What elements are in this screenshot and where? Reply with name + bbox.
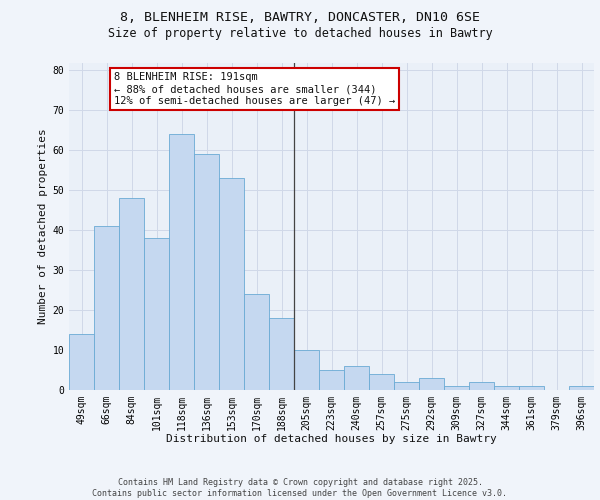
Bar <box>194 154 219 390</box>
Text: 8, BLENHEIM RISE, BAWTRY, DONCASTER, DN10 6SE: 8, BLENHEIM RISE, BAWTRY, DONCASTER, DN1… <box>120 11 480 24</box>
Bar <box>569 386 594 390</box>
Bar <box>419 378 444 390</box>
Bar <box>119 198 144 390</box>
X-axis label: Distribution of detached houses by size in Bawtry: Distribution of detached houses by size … <box>166 434 497 444</box>
Bar <box>169 134 194 390</box>
Text: 8 BLENHEIM RISE: 191sqm
← 88% of detached houses are smaller (344)
12% of semi-d: 8 BLENHEIM RISE: 191sqm ← 88% of detache… <box>114 72 395 106</box>
Bar <box>244 294 269 390</box>
Bar <box>294 350 319 390</box>
Bar <box>69 334 94 390</box>
Bar <box>369 374 394 390</box>
Bar <box>94 226 119 390</box>
Text: Contains HM Land Registry data © Crown copyright and database right 2025.
Contai: Contains HM Land Registry data © Crown c… <box>92 478 508 498</box>
Bar <box>519 386 544 390</box>
Bar <box>144 238 169 390</box>
Bar <box>494 386 519 390</box>
Bar <box>469 382 494 390</box>
Bar <box>269 318 294 390</box>
Bar <box>444 386 469 390</box>
Text: Size of property relative to detached houses in Bawtry: Size of property relative to detached ho… <box>107 27 493 40</box>
Bar <box>394 382 419 390</box>
Bar <box>219 178 244 390</box>
Bar <box>344 366 369 390</box>
Bar <box>319 370 344 390</box>
Y-axis label: Number of detached properties: Number of detached properties <box>38 128 48 324</box>
